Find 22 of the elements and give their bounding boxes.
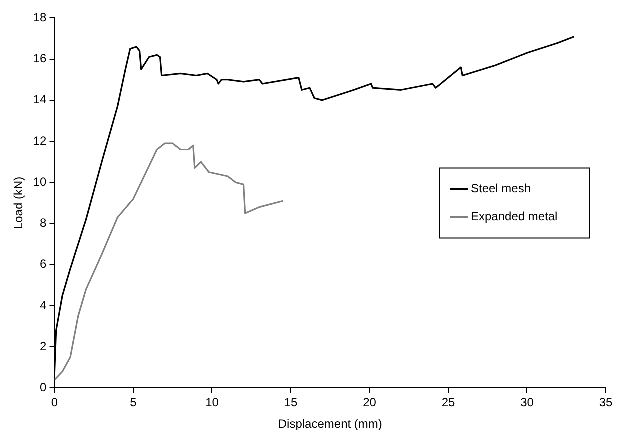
y-tick-label: 8 xyxy=(40,216,48,230)
legend-label: Expanded metal xyxy=(471,210,558,224)
x-tick-label: 15 xyxy=(284,396,298,410)
x-tick-label: 35 xyxy=(599,396,613,410)
y-tick-label: 10 xyxy=(33,174,48,189)
y-axis-title: Load (kN) xyxy=(12,176,26,230)
x-tick-label: 25 xyxy=(442,396,456,410)
legend-label: Steel mesh xyxy=(471,182,532,196)
y-tick-label: 12 xyxy=(33,134,48,148)
y-tick-label: 0 xyxy=(40,380,48,395)
y-tick-label: 4 xyxy=(40,298,48,312)
x-tick-label: 10 xyxy=(206,396,220,410)
y-tick-label: 2 xyxy=(40,339,48,354)
x-tick-label: 20 xyxy=(363,396,377,410)
x-tick-label: 0 xyxy=(51,396,58,410)
x-tick-label: 5 xyxy=(130,396,138,410)
y-tick-label: 16 xyxy=(33,52,48,66)
y-tick-label: 14 xyxy=(33,92,48,107)
y-tick-label: 6 xyxy=(40,257,48,272)
y-tick-label: 18 xyxy=(33,10,48,25)
x-tick-label: 30 xyxy=(520,396,534,410)
x-axis-title: Displacement (mm) xyxy=(278,417,382,432)
